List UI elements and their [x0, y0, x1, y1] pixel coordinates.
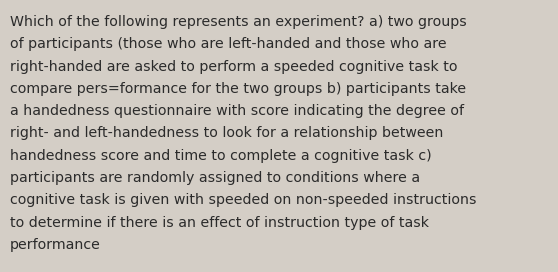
- Text: participants are randomly assigned to conditions where a: participants are randomly assigned to co…: [10, 171, 420, 185]
- Text: a handedness questionnaire with score indicating the degree of: a handedness questionnaire with score in…: [10, 104, 464, 118]
- Text: right- and left-handedness to look for a relationship between: right- and left-handedness to look for a…: [10, 126, 444, 140]
- Text: performance: performance: [10, 238, 101, 252]
- Text: compare pers=formance for the two groups b) participants take: compare pers=formance for the two groups…: [10, 82, 466, 96]
- Text: of participants (those who are left-handed and those who are: of participants (those who are left-hand…: [10, 37, 446, 51]
- Text: cognitive task is given with speeded on non-speeded instructions: cognitive task is given with speeded on …: [10, 193, 477, 207]
- Text: to determine if there is an effect of instruction type of task: to determine if there is an effect of in…: [10, 216, 429, 230]
- Text: handedness score and time to complete a cognitive task c): handedness score and time to complete a …: [10, 149, 432, 163]
- Text: Which of the following represents an experiment? a) two groups: Which of the following represents an exp…: [10, 15, 467, 29]
- Text: right-handed are asked to perform a speeded cognitive task to: right-handed are asked to perform a spee…: [10, 60, 458, 73]
